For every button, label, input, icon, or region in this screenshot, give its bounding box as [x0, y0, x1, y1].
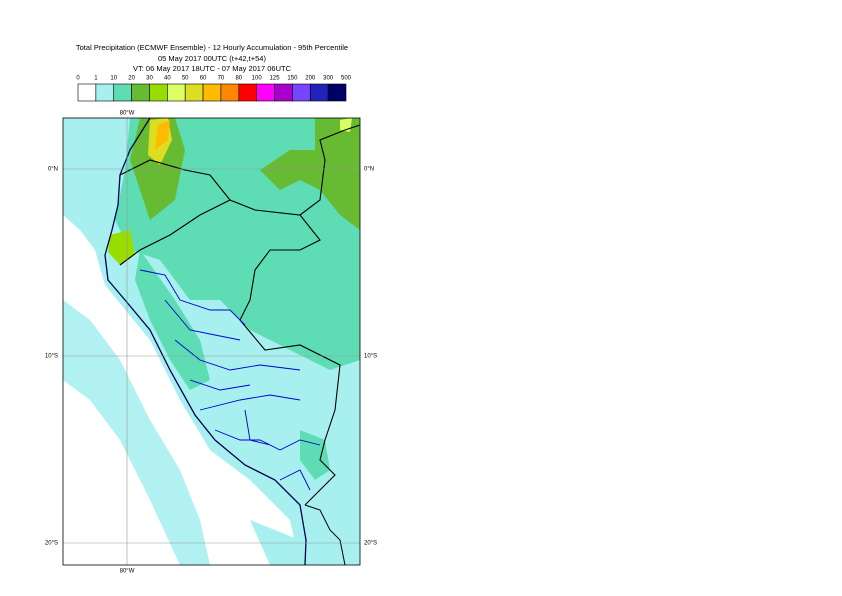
lat-label: 20°S	[364, 541, 377, 547]
legend-label: 40	[164, 76, 171, 82]
legend-swatch	[327, 83, 347, 102]
legend-label: 1	[94, 76, 98, 82]
run-time: 05 May 2017 00UTC (t+42,t+54)	[158, 54, 266, 63]
precip-heavy-coast	[108, 230, 135, 265]
legend-swatch	[202, 83, 222, 102]
country-border-east	[239, 214, 341, 506]
legend-label: 20	[128, 76, 135, 82]
precip-light-south	[250, 520, 330, 565]
lon-label: 80°W	[120, 111, 135, 117]
legend-label: 50	[182, 76, 189, 82]
lat-label: 10°S	[45, 354, 58, 360]
legend-swatch	[184, 83, 204, 102]
lat-label: 0°N	[48, 167, 58, 173]
legend-label: 10	[110, 76, 117, 82]
map-frame	[62, 117, 361, 566]
title: Total Precipitation (ECMWF Ensemble) - 1…	[76, 43, 348, 52]
legend-label: 0	[76, 76, 80, 82]
legend-swatch	[238, 83, 257, 102]
precip-extreme	[155, 120, 170, 150]
legend-swatch	[256, 83, 275, 102]
country-border-ecuador	[119, 199, 231, 266]
legend-label: 70	[218, 76, 225, 82]
legend-swatch	[95, 83, 115, 102]
legend-swatch	[113, 83, 132, 102]
country-border-chile	[304, 504, 346, 565]
legend: 0 1 10 20 30 40 50 60 70 80 100 125 150 200 300 500	[76, 76, 352, 102]
precip-light-ocean	[63, 300, 210, 565]
coastline	[104, 118, 307, 565]
legend-swatch	[167, 83, 186, 102]
legend-swatch	[274, 83, 293, 102]
lat-label: 10°S	[364, 354, 377, 360]
legend-label: 200	[305, 76, 316, 82]
legend-label: 150	[287, 76, 298, 82]
legend-label: 125	[270, 76, 281, 82]
precip-moderate-titicaca	[300, 430, 330, 480]
department-borders	[139, 269, 321, 491]
lon-label: 80°W	[120, 569, 135, 575]
legend-label: 60	[200, 76, 207, 82]
legend-swatch	[292, 83, 311, 102]
legend-label: 80	[235, 76, 242, 82]
legend-swatch	[220, 83, 240, 102]
legend-swatch	[149, 83, 168, 102]
legend-label: 500	[341, 76, 352, 82]
legend-swatch	[131, 83, 150, 102]
valid-time: VT: 06 May 2017 18UTC - 07 May 2017 06UT…	[133, 64, 292, 73]
precip-heavy-ne	[260, 118, 360, 230]
legend-swatch	[77, 83, 97, 102]
map	[63, 118, 360, 565]
legend-label: 30	[146, 76, 153, 82]
lat-label: 0°N	[364, 167, 374, 173]
lat-label: 20°S	[45, 541, 58, 547]
country-border-north	[119, 124, 360, 216]
legend-label: 300	[323, 76, 334, 82]
legend-label: 100	[252, 76, 263, 82]
precip-moderate-andes	[135, 250, 210, 390]
legend-swatch	[309, 83, 329, 102]
